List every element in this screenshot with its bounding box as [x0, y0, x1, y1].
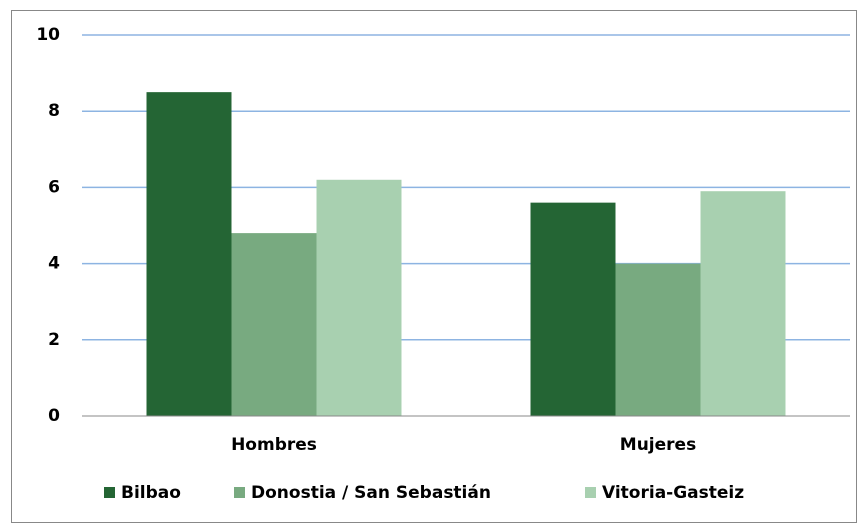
bar [316, 179, 402, 416]
y-tick-label: 6 [48, 177, 60, 197]
y-tick-label: 0 [48, 406, 60, 426]
bar [530, 202, 616, 416]
y-tick-label: 2 [48, 330, 60, 350]
bar [231, 233, 317, 416]
bar [146, 92, 232, 417]
legend-label: Donostia / San Sebastián [251, 483, 491, 503]
x-tick-label: Mujeres [620, 435, 696, 455]
legend-swatch [104, 487, 115, 498]
legend-swatch [585, 487, 596, 498]
legend-label: Bilbao [121, 483, 181, 503]
bar [700, 191, 786, 416]
bar [615, 263, 701, 416]
y-tick-label: 4 [48, 254, 60, 274]
legend-swatch [234, 487, 245, 498]
y-tick-label: 8 [48, 101, 60, 121]
x-tick-label: Hombres [231, 435, 317, 455]
legend-label: Vitoria-Gasteiz [602, 483, 744, 503]
y-tick-label: 10 [36, 25, 60, 45]
